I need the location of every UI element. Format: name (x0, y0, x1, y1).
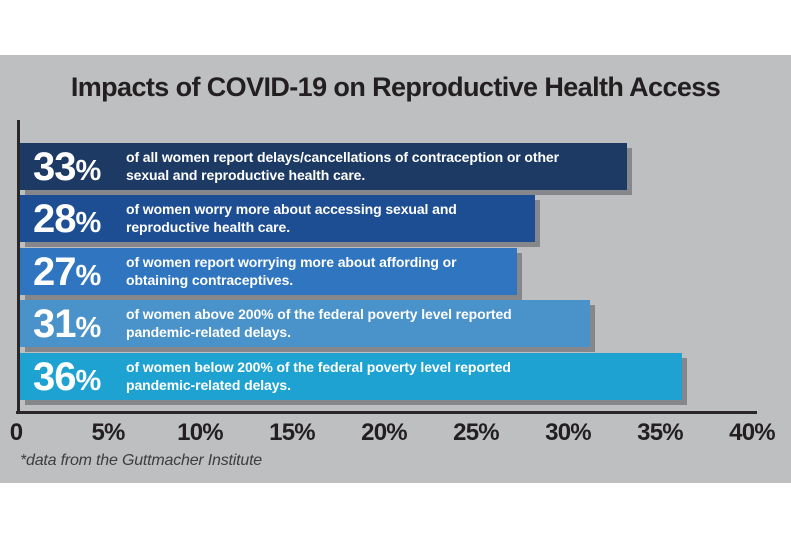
x-axis-tick-labels: 0 5% 10% 15% 20% 25% 30% 35% 40% (0, 419, 791, 449)
bar-value-label: 28% (33, 196, 102, 241)
x-tick-20%: 20% (361, 419, 407, 446)
bar-chart: 33% of all women report delays/cancellati… (0, 55, 791, 483)
percent-sign: % (75, 311, 102, 344)
chart-panel: Impacts of COVID-19 on Reproductive Heal… (0, 55, 791, 483)
bar-28%: 28% of women worry more about accessing s… (20, 195, 535, 242)
bar-value-label: 33% (33, 144, 102, 189)
bar-description: of all women report delays/cancellations… (126, 149, 559, 183)
bar-27%: 27% of women report worrying more about a… (20, 248, 517, 295)
bar-36%: 36% of women below 200% of the federal po… (20, 353, 682, 400)
percent-sign: % (75, 206, 102, 239)
x-tick-40%: 40% (729, 419, 775, 446)
percent-sign: % (75, 259, 102, 292)
bar-value-label: 36% (33, 354, 102, 399)
bar-description: of women worry more about accessing sexu… (126, 201, 457, 235)
bar-description: of women below 200% of the federal pover… (126, 359, 511, 393)
x-tick-10%: 10% (177, 419, 223, 446)
x-tick-0: 0 (9, 419, 23, 446)
chart-title: Impacts of COVID-19 on Reproductive Heal… (70, 72, 721, 102)
x-tick-15%: 15% (269, 419, 315, 446)
x-tick-25%: 25% (453, 419, 499, 446)
percent-sign: % (75, 364, 102, 397)
bar-31%: 31% of women above 200% of the federal po… (20, 300, 590, 347)
percent-sign: % (75, 154, 102, 187)
x-tick-30%: 30% (545, 419, 591, 446)
bar-33%: 33% of all women report delays/cancellati… (20, 143, 627, 190)
x-tick-35%: 35% (637, 419, 683, 446)
bar-value-label: 27% (33, 249, 102, 294)
y-axis-line (17, 120, 20, 414)
bar-description: of women report worrying more about affo… (126, 254, 457, 288)
source-note: *data from the Guttmacher Institute (20, 452, 263, 469)
x-axis-line (16, 411, 757, 414)
x-tick-5%: 5% (91, 419, 125, 446)
bar-value-label: 31% (33, 301, 102, 346)
bar-description: of women above 200% of the federal pover… (126, 306, 512, 340)
